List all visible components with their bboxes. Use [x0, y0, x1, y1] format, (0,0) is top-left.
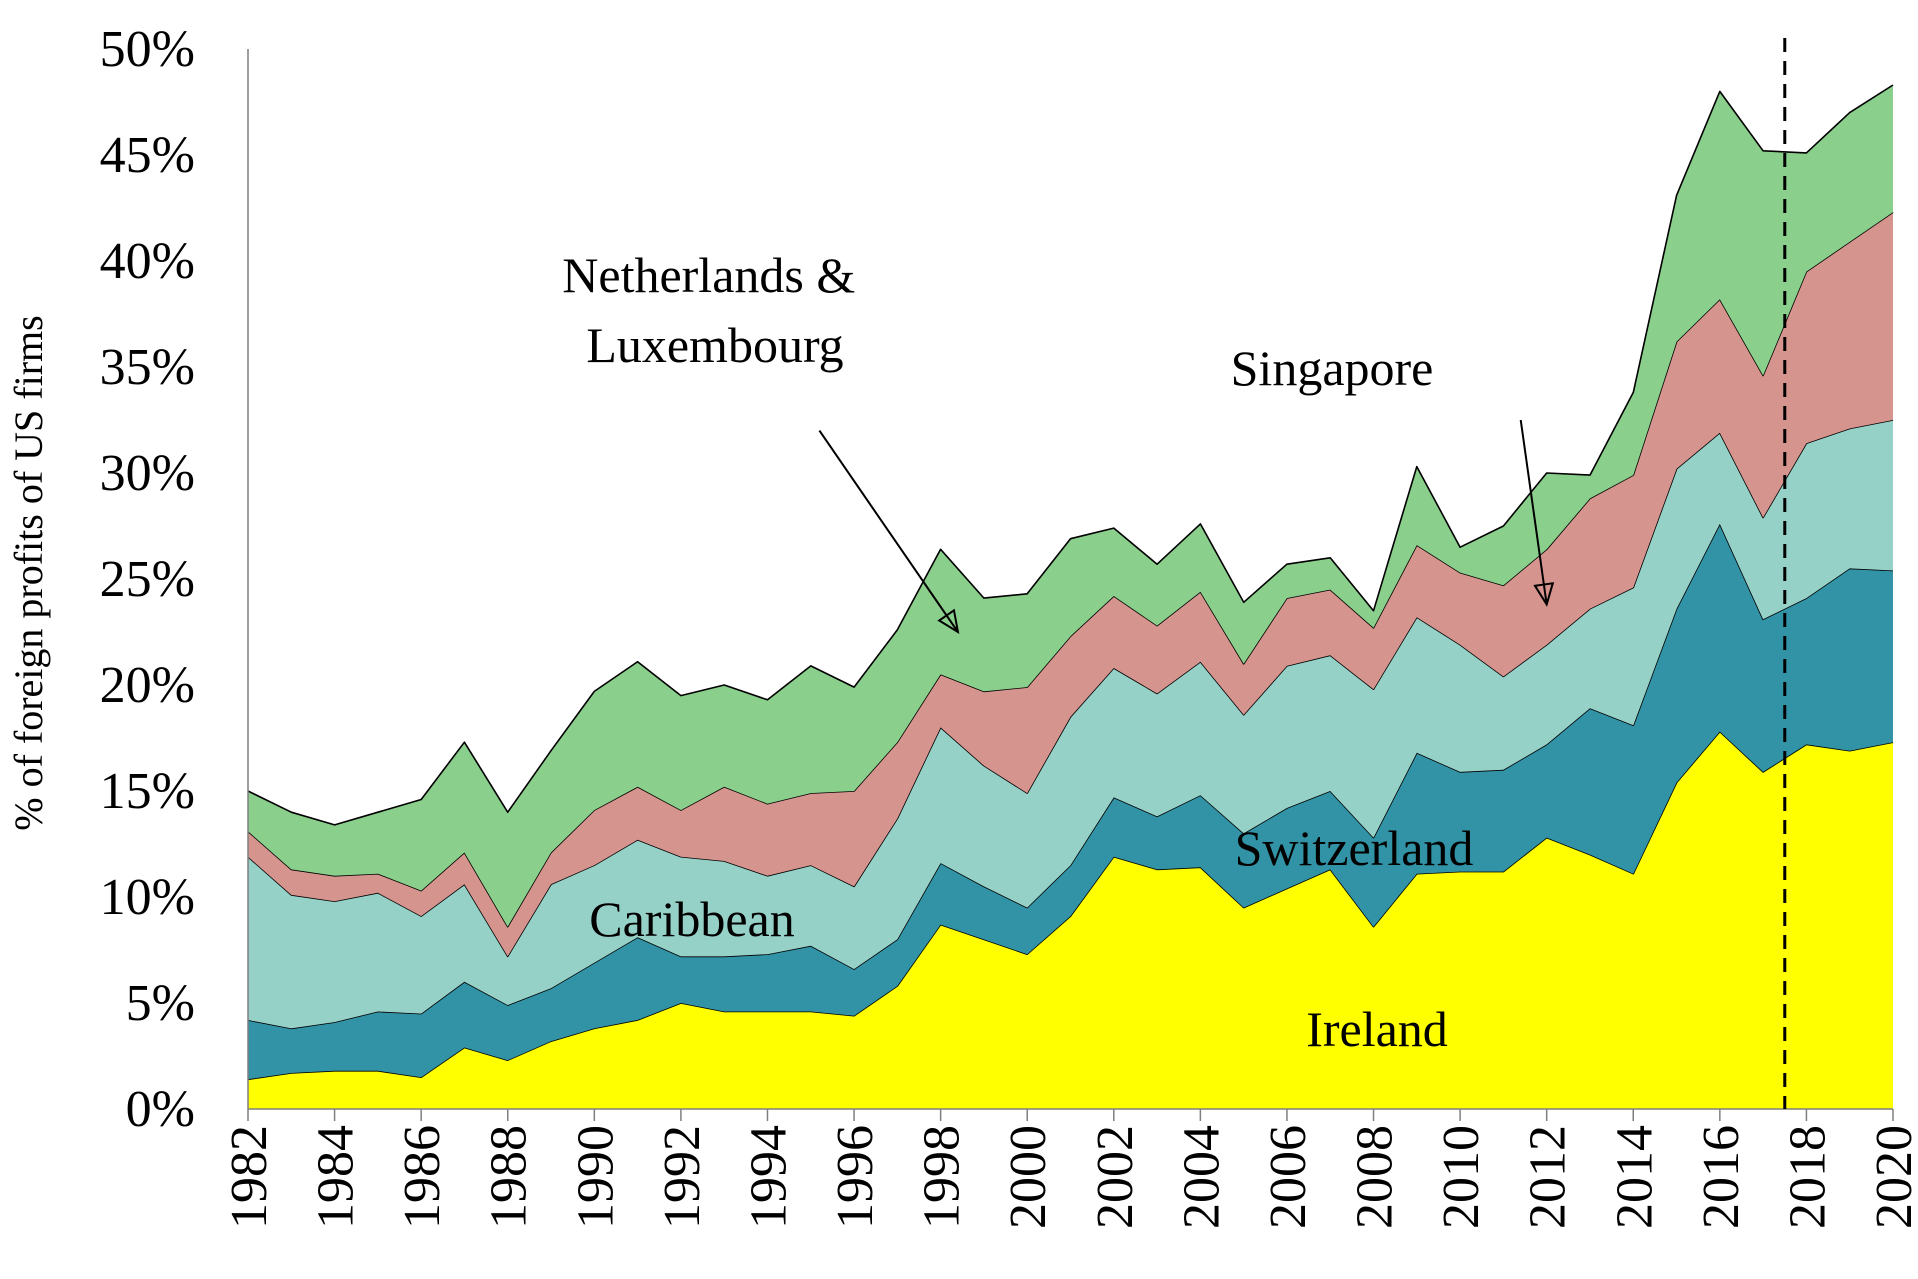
y-tick-label: 20% — [100, 657, 195, 714]
x-tick-label: 2016 — [1693, 1125, 1750, 1229]
y-tick-label: 35% — [100, 339, 195, 396]
x-tick-label: 2010 — [1433, 1125, 1490, 1229]
y-tick-label: 5% — [126, 975, 195, 1032]
x-tick-label: 1986 — [394, 1125, 451, 1229]
annotation-arrow-singapore — [1519, 419, 1548, 605]
x-tick-label: 2008 — [1347, 1125, 1404, 1229]
annotation-netherlands-line-2: Luxembourg — [586, 317, 843, 373]
annotation-arrowhead-netherlands — [937, 608, 960, 635]
annotation-arrow-netherlands — [818, 430, 959, 633]
y-tick-label: 40% — [100, 233, 195, 290]
annotations-group: Netherlands & Luxembourg Singapore Carib… — [562, 247, 1555, 1057]
x-tick-label: 1992 — [654, 1125, 711, 1229]
x-tick-label: 1994 — [741, 1125, 798, 1229]
area-outline-netherlands-luxembourg — [247, 84, 1894, 826]
x-tick-label: 2006 — [1260, 1125, 1317, 1229]
axes-group — [247, 49, 1893, 1110]
x-tick-label: 2018 — [1779, 1125, 1836, 1229]
y-tick-label: 15% — [100, 763, 195, 820]
x-tick-label: 1982 — [221, 1125, 278, 1229]
area-switzerland — [248, 523, 1893, 1080]
y-tick-label: 30% — [100, 445, 195, 502]
annotation-netherlands-luxembourg: Netherlands & Luxembourg — [562, 247, 867, 373]
annotation-ireland: Ireland — [1306, 1001, 1448, 1057]
y-tick-label: 0% — [126, 1081, 195, 1138]
x-tick-label: 2012 — [1520, 1125, 1577, 1229]
area-caribbean — [248, 420, 1893, 1029]
x-tick-label: 2014 — [1606, 1125, 1663, 1229]
area-netherlands-luxembourg — [248, 85, 1893, 927]
y-tick-label: 10% — [100, 869, 195, 926]
x-tick-label: 2020 — [1866, 1125, 1918, 1229]
annotation-switzerland: Switzerland — [1235, 820, 1474, 876]
y-tick-label: 50% — [100, 21, 195, 78]
annotation-singapore: Singapore — [1231, 340, 1434, 396]
x-tick-label: 2004 — [1173, 1125, 1230, 1229]
y-ticks-group: 0% 5% 10% 15% 20% 25% 30% 35% 40% 45% 50% — [100, 21, 195, 1138]
x-tick-label: 1984 — [308, 1125, 365, 1229]
x-tick-label: 1988 — [481, 1125, 538, 1229]
area-series-group — [247, 84, 1894, 1109]
x-tick-label: 1990 — [567, 1125, 624, 1229]
x-ticks-group: 1982 1984 1986 1988 1990 1992 1994 1996 1998 2000… — [221, 1109, 1918, 1229]
annotation-netherlands-line-1: Netherlands & — [562, 247, 855, 303]
area-ireland — [248, 731, 1893, 1109]
y-tick-label: 45% — [100, 127, 195, 184]
x-tick-label: 1998 — [914, 1125, 971, 1229]
annotation-arrowhead-singapore — [1533, 582, 1555, 607]
area-singapore — [248, 212, 1893, 957]
x-tick-label: 1996 — [827, 1125, 884, 1229]
x-tick-label: 2000 — [1000, 1125, 1057, 1229]
annotation-caribbean: Caribbean — [589, 891, 794, 947]
x-tick-label: 2002 — [1087, 1125, 1144, 1229]
y-tick-label: 25% — [100, 551, 195, 608]
y-axis-label: % of foreign profits of US firms — [6, 315, 51, 830]
